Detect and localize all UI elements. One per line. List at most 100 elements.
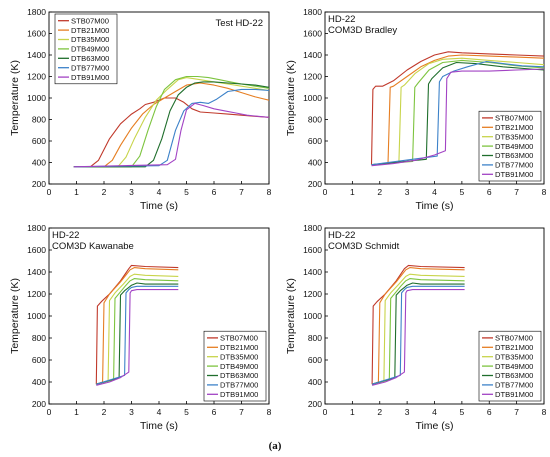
y-tick-label: 1400: [27, 267, 46, 277]
series-group: [371, 264, 465, 386]
legend-label-dtb91m00: DTB91M00: [495, 170, 533, 179]
y-tick-label: 1400: [27, 50, 46, 60]
x-tick-label: 0: [47, 187, 52, 197]
legend-label-dtb21m00: DTB21M00: [71, 26, 109, 35]
y-tick-label: 1600: [303, 245, 322, 255]
x-tick-label: 2: [377, 187, 382, 197]
legend-label-stb07m00: STB07M00: [495, 334, 533, 343]
y-tick-label: 1400: [303, 267, 322, 277]
series-line-dtb21m00: [96, 267, 179, 385]
panel-title: HD-22: [328, 14, 355, 25]
series-line-dtb49m00: [96, 278, 179, 385]
legend-label-dtb35m00: DTB35M00: [71, 35, 109, 44]
y-tick-label: 600: [308, 355, 322, 365]
x-tick-label: 7: [514, 187, 519, 197]
y-tick-label: 1600: [27, 245, 46, 255]
x-tick-label: 3: [405, 187, 410, 197]
x-axis-title: Time (s): [415, 420, 453, 432]
x-tick-label: 3: [129, 407, 134, 417]
x-tick-label: 8: [542, 187, 547, 197]
y-tick-label: 600: [308, 136, 322, 146]
legend: STB07M00DTB21M00DTB35M00DTB49M00DTB63M00…: [203, 330, 267, 402]
x-tick-label: 7: [239, 407, 244, 417]
x-tick-label: 1: [350, 407, 355, 417]
y-tick-label: 1000: [27, 93, 46, 103]
x-tick-label: 2: [377, 407, 382, 417]
series-line-stb07m00: [370, 51, 544, 165]
y-axis-title: Temperature (K): [9, 278, 21, 354]
panel-subtitle: COM3D Kawanabe: [52, 241, 134, 252]
chart-com3d-bradley: 0 1 2 3 4 5 6 7 8 200 400 600 800 1000 1200 1400 1600 180…: [285, 7, 547, 212]
y-tick-label: 1800: [303, 7, 322, 17]
series-line-dtb21m00: [371, 267, 465, 385]
x-tick-label: 0: [323, 407, 328, 417]
legend-label-dtb21m00: DTB21M00: [220, 343, 258, 352]
y-tick-label: 200: [32, 399, 46, 409]
legend-label-dtb63m00: DTB63M00: [495, 371, 533, 380]
y-tick-label: 600: [32, 355, 46, 365]
legend-label-dtb49m00: DTB49M00: [495, 362, 533, 371]
y-tick-label: 200: [308, 399, 322, 409]
y-tick-label: 1200: [303, 289, 322, 299]
x-tick-label: 4: [432, 187, 437, 197]
series-line-dtb49m00: [371, 278, 465, 385]
chart-panels: 0 1 2 3 4 5 6 7 82004006008001000120014001600180…: [9, 7, 547, 432]
x-tick-label: 4: [432, 407, 437, 417]
legend-label-dtb77m00: DTB77M00: [220, 381, 258, 390]
legend-label-dtb49m00: DTB49M00: [220, 362, 258, 371]
legend-label-dtb63m00: DTB63M00: [220, 371, 258, 380]
y-tick-label: 400: [308, 158, 322, 168]
x-tick-label: 2: [102, 187, 107, 197]
legend-label-stb07m00: STB07M00: [71, 16, 109, 25]
y-tick-label: 1800: [27, 223, 46, 233]
x-tick-label: 4: [157, 407, 162, 417]
series-line-dtb77m00: [371, 60, 544, 166]
series-line-dtb91m00: [96, 289, 179, 386]
series-line-dtb63m00: [371, 61, 544, 166]
x-tick-label: 8: [267, 187, 272, 197]
x-tick-label: 5: [460, 407, 465, 417]
y-tick-label: 600: [32, 136, 46, 146]
x-tick-label: 1: [350, 187, 355, 197]
series-group: [95, 264, 179, 386]
x-tick-label: 2: [102, 407, 107, 417]
x-axis-title: Time (s): [140, 420, 178, 432]
legend-label-stb07m00: STB07M00: [220, 334, 258, 343]
series-line-dtb21m00: [371, 54, 544, 166]
y-tick-label: 800: [32, 333, 46, 343]
y-tick-label: 1200: [303, 72, 322, 82]
y-tick-label: 200: [308, 179, 322, 189]
legend-label-dtb77m00: DTB77M00: [71, 63, 109, 72]
legend: STB07M00DTB21M00DTB35M00DTB49M00DTB63M00…: [478, 110, 542, 182]
legend-label-dtb91m00: DTB91M00: [71, 73, 109, 82]
legend-label-dtb63m00: DTB63M00: [71, 54, 109, 63]
legend: STB07M00DTB21M00DTB35M00DTB49M00DTB63M00…: [54, 13, 118, 85]
series-line-dtb91m00: [73, 102, 269, 168]
chart-com3d-schmidt: 0 1 2 3 4 5 6 7 8 200 400 600 800 1000 1200 1400 1600 180…: [285, 223, 547, 432]
legend: STB07M00DTB21M00DTB35M00DTB49M00DTB63M00…: [478, 330, 542, 402]
legend-label-dtb21m00: DTB21M00: [495, 123, 533, 132]
series-line-dtb91m00: [371, 68, 544, 167]
x-tick-label: 8: [267, 407, 272, 417]
y-tick-label: 800: [308, 333, 322, 343]
panel-title: Test HD-22: [215, 18, 263, 29]
y-axis-title: Temperature (K): [285, 278, 297, 354]
y-tick-label: 400: [32, 158, 46, 168]
y-tick-label: 1600: [27, 29, 46, 39]
chart-test-hd22: 0 1 2 3 4 5 6 7 8 200 400 600 800 1000 1200 1400 1600 180…: [9, 7, 272, 212]
series-group: [370, 51, 544, 167]
y-tick-label: 1200: [27, 72, 46, 82]
series-line-stb07m00: [95, 264, 179, 385]
y-tick-label: 800: [308, 115, 322, 125]
panel-title: HD-22: [328, 230, 355, 241]
series-group: [73, 75, 269, 168]
y-tick-label: 1000: [303, 93, 322, 103]
x-tick-label: 0: [323, 187, 328, 197]
legend-label-dtb35m00: DTB35M00: [495, 352, 533, 361]
y-tick-label: 1600: [303, 29, 322, 39]
x-tick-label: 3: [405, 407, 410, 417]
y-axis-title: Temperature (K): [9, 60, 21, 136]
figure-caption: (a): [269, 440, 282, 452]
y-tick-label: 1800: [303, 223, 322, 233]
